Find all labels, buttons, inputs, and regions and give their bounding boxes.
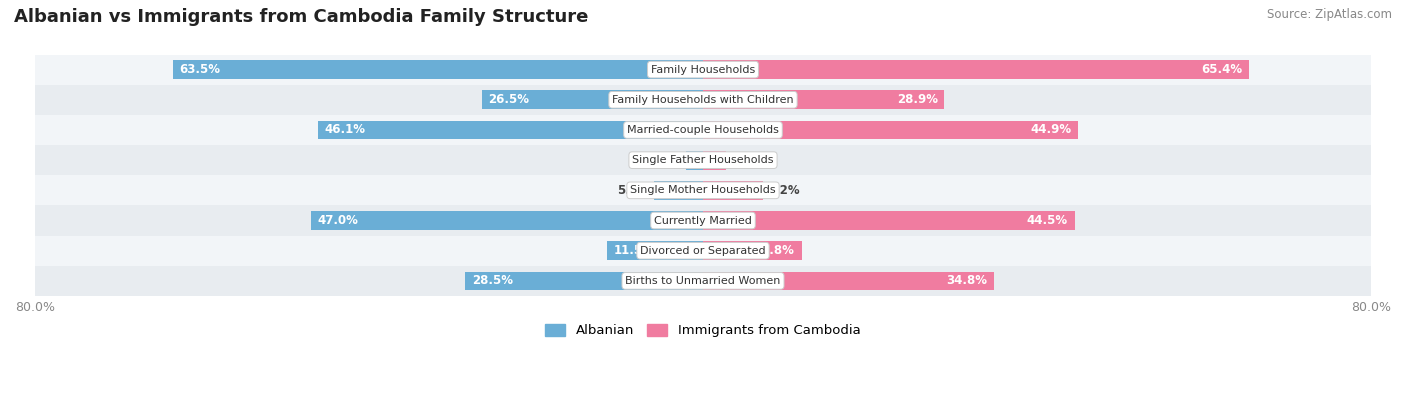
Text: 7.2%: 7.2% [768,184,800,197]
Bar [703,60,1249,79]
Bar [35,85,1371,115]
Bar [35,175,1371,205]
Text: 63.5%: 63.5% [180,63,221,76]
Bar [686,151,703,169]
Bar [703,211,1074,230]
Text: 65.4%: 65.4% [1201,63,1243,76]
Bar [703,90,945,109]
Bar [35,235,1371,266]
Text: 2.0%: 2.0% [650,154,682,167]
Bar [703,241,801,260]
Text: Married-couple Households: Married-couple Households [627,125,779,135]
Text: 11.5%: 11.5% [613,244,655,257]
Bar [318,120,703,139]
Text: Single Mother Households: Single Mother Households [630,185,776,196]
Text: Currently Married: Currently Married [654,216,752,226]
Bar [482,90,703,109]
Legend: Albanian, Immigrants from Cambodia: Albanian, Immigrants from Cambodia [540,318,866,342]
Bar [703,151,725,169]
Bar [35,115,1371,145]
Bar [35,145,1371,175]
Bar [703,120,1078,139]
Text: 44.9%: 44.9% [1031,124,1071,136]
Bar [35,266,1371,296]
Text: Single Father Households: Single Father Households [633,155,773,165]
Text: Family Households: Family Households [651,65,755,75]
Text: 2.7%: 2.7% [730,154,762,167]
Text: Divorced or Separated: Divorced or Separated [640,246,766,256]
Bar [607,241,703,260]
Bar [35,205,1371,235]
Text: Family Households with Children: Family Households with Children [612,95,794,105]
Text: 47.0%: 47.0% [318,214,359,227]
Text: 44.5%: 44.5% [1026,214,1069,227]
Text: Births to Unmarried Women: Births to Unmarried Women [626,276,780,286]
Text: 46.1%: 46.1% [325,124,366,136]
Bar [703,271,994,290]
Text: 5.9%: 5.9% [617,184,650,197]
Bar [35,55,1371,85]
Bar [703,181,763,200]
Text: 28.9%: 28.9% [897,93,938,106]
Text: 26.5%: 26.5% [488,93,530,106]
Text: 28.5%: 28.5% [471,275,513,288]
Text: 34.8%: 34.8% [946,275,987,288]
Text: Source: ZipAtlas.com: Source: ZipAtlas.com [1267,8,1392,21]
Bar [173,60,703,79]
Text: Albanian vs Immigrants from Cambodia Family Structure: Albanian vs Immigrants from Cambodia Fam… [14,8,589,26]
Bar [311,211,703,230]
Bar [465,271,703,290]
Bar [654,181,703,200]
Text: 11.8%: 11.8% [754,244,794,257]
